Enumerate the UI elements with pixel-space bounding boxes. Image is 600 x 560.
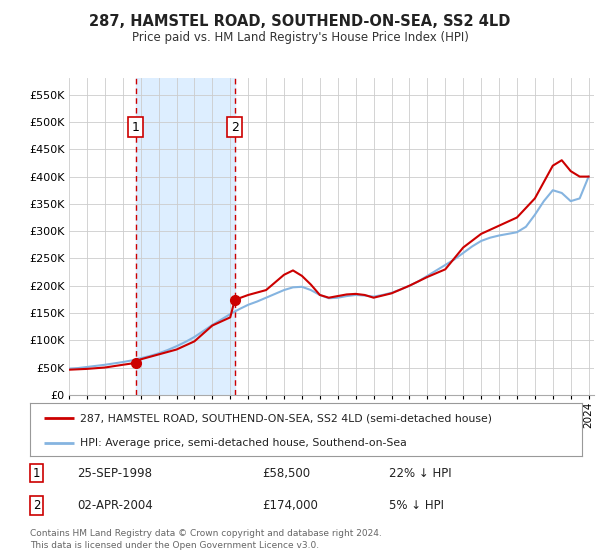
- Text: £58,500: £58,500: [262, 467, 310, 480]
- Text: 02-APR-2004: 02-APR-2004: [77, 499, 152, 512]
- Text: 287, HAMSTEL ROAD, SOUTHEND-ON-SEA, SS2 4LD: 287, HAMSTEL ROAD, SOUTHEND-ON-SEA, SS2 …: [89, 14, 511, 29]
- Text: 1: 1: [132, 121, 140, 134]
- Text: HPI: Average price, semi-detached house, Southend-on-Sea: HPI: Average price, semi-detached house,…: [80, 437, 406, 447]
- Text: Contains HM Land Registry data © Crown copyright and database right 2024.
This d: Contains HM Land Registry data © Crown c…: [30, 529, 382, 550]
- Text: £174,000: £174,000: [262, 499, 318, 512]
- Text: 1: 1: [33, 467, 40, 480]
- Text: 5% ↓ HPI: 5% ↓ HPI: [389, 499, 444, 512]
- Text: Price paid vs. HM Land Registry's House Price Index (HPI): Price paid vs. HM Land Registry's House …: [131, 31, 469, 44]
- Text: 22% ↓ HPI: 22% ↓ HPI: [389, 467, 451, 480]
- Text: 2: 2: [33, 499, 40, 512]
- Text: 2: 2: [231, 121, 239, 134]
- Bar: [136, 78, 235, 395]
- Text: 287, HAMSTEL ROAD, SOUTHEND-ON-SEA, SS2 4LD (semi-detached house): 287, HAMSTEL ROAD, SOUTHEND-ON-SEA, SS2 …: [80, 413, 491, 423]
- Text: 25-SEP-1998: 25-SEP-1998: [77, 467, 152, 480]
